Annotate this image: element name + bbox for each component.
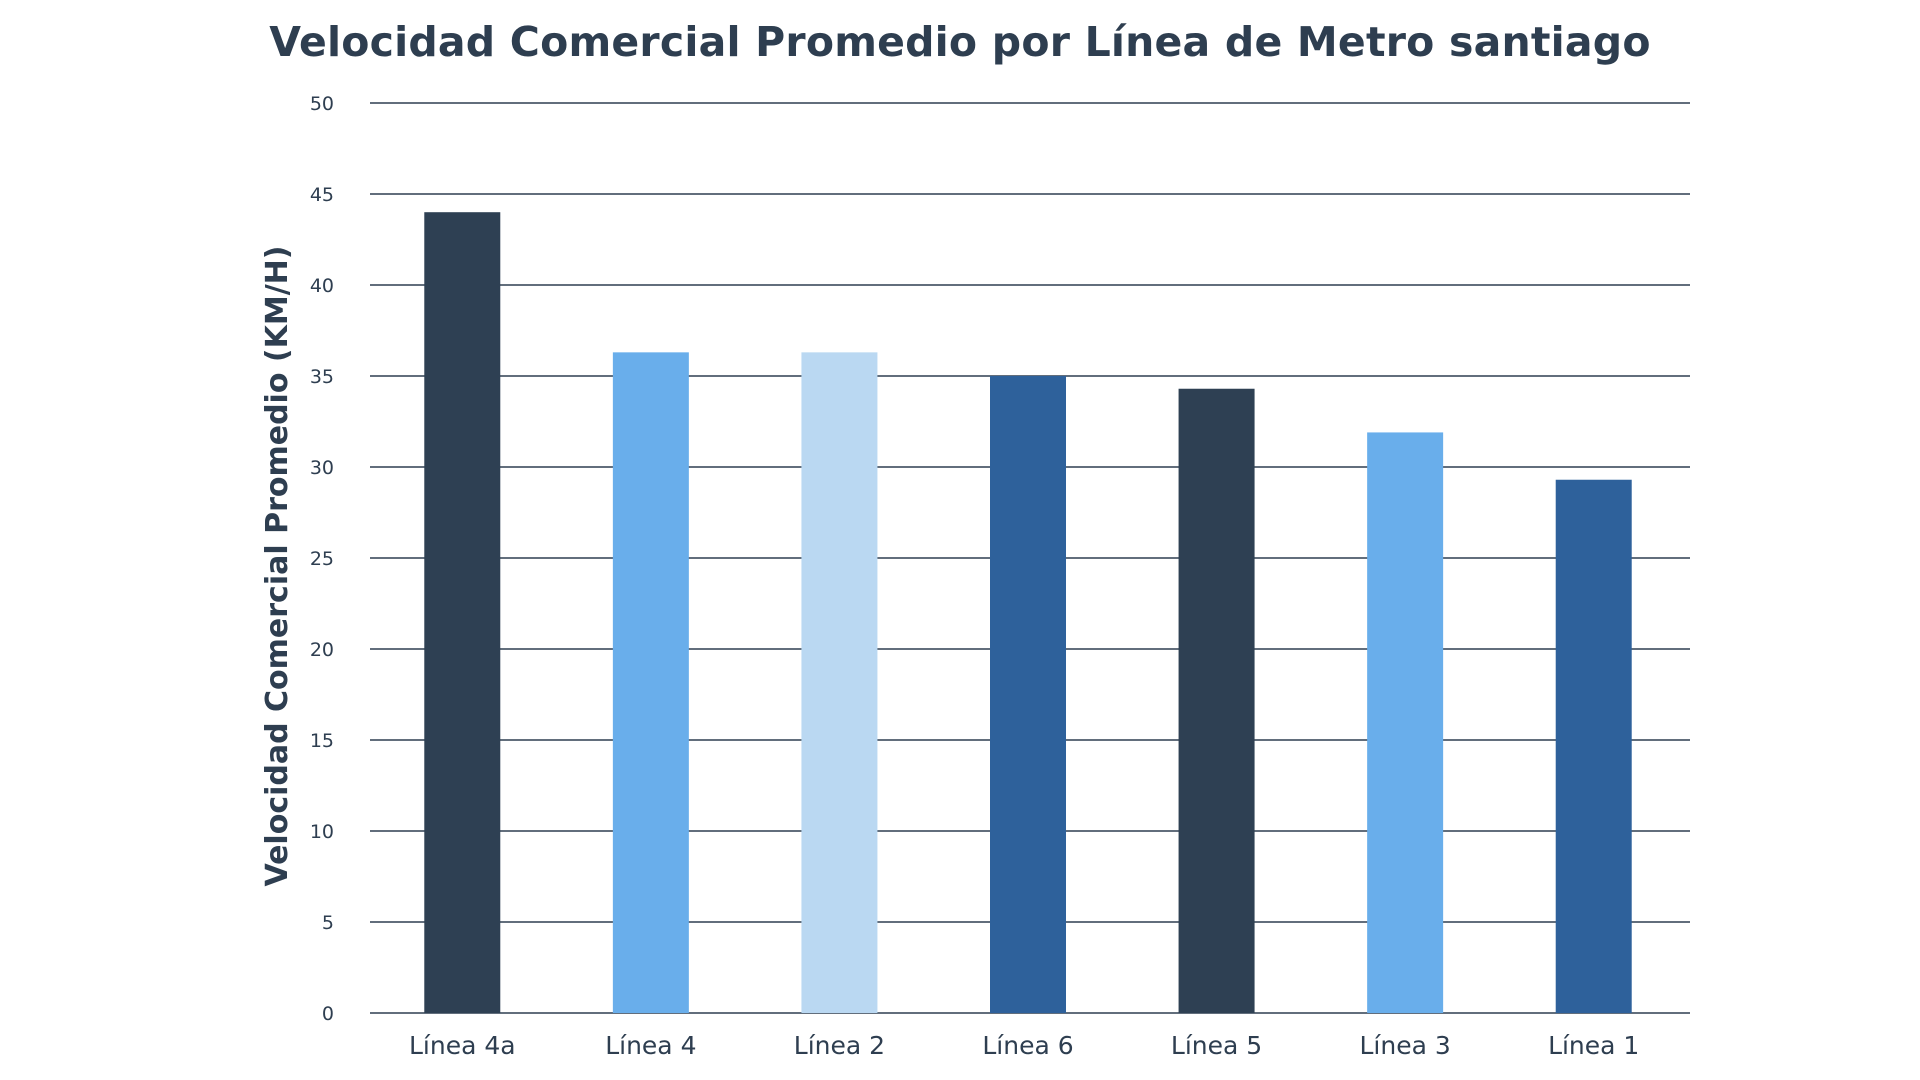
bar-linea-1 xyxy=(1555,479,1632,1013)
x-category-label: Línea 5 xyxy=(1171,1031,1262,1060)
x-category-label: Línea 1 xyxy=(1548,1031,1639,1060)
y-tick-label: 15 xyxy=(310,730,334,752)
y-tick-label: 5 xyxy=(322,912,334,934)
bar-linea-4a xyxy=(424,212,501,1013)
x-category-label: Línea 3 xyxy=(1360,1031,1451,1060)
bar-linea-4 xyxy=(612,352,689,1014)
y-tick-label: 30 xyxy=(310,457,334,479)
x-category-label: Línea 4 xyxy=(605,1031,696,1060)
bar-linea-6 xyxy=(990,376,1066,1013)
x-axis-labels: Línea 4a Línea 4 Línea 2 Línea 6 Línea 5 Líne… xyxy=(409,1031,1639,1060)
bars xyxy=(424,212,1632,1014)
x-category-label: Línea 4a xyxy=(409,1031,516,1060)
bar-linea-2 xyxy=(801,352,878,1014)
y-tick-label: 0 xyxy=(322,1003,334,1025)
x-category-label: Línea 6 xyxy=(982,1031,1073,1060)
y-tick-label: 45 xyxy=(310,184,334,206)
chart-title: Velocidad Comercial Promedio por Línea d… xyxy=(269,18,1651,66)
bar-linea-5 xyxy=(1178,388,1255,1013)
y-tick-label: 35 xyxy=(310,366,334,388)
y-tick-label: 10 xyxy=(310,821,334,843)
y-axis-label: Velocidad Comercial Promedio (KM/H) xyxy=(260,246,295,887)
y-tick-label: 50 xyxy=(310,93,334,115)
y-tick-label: 25 xyxy=(310,548,334,570)
y-tick-label: 20 xyxy=(310,639,334,661)
y-axis-ticks: 0 5 10 15 20 25 30 35 40 45 50 xyxy=(310,93,334,1025)
x-category-label: Línea 2 xyxy=(794,1031,885,1060)
bar-linea-3 xyxy=(1367,432,1444,1013)
y-tick-label: 40 xyxy=(310,275,334,297)
